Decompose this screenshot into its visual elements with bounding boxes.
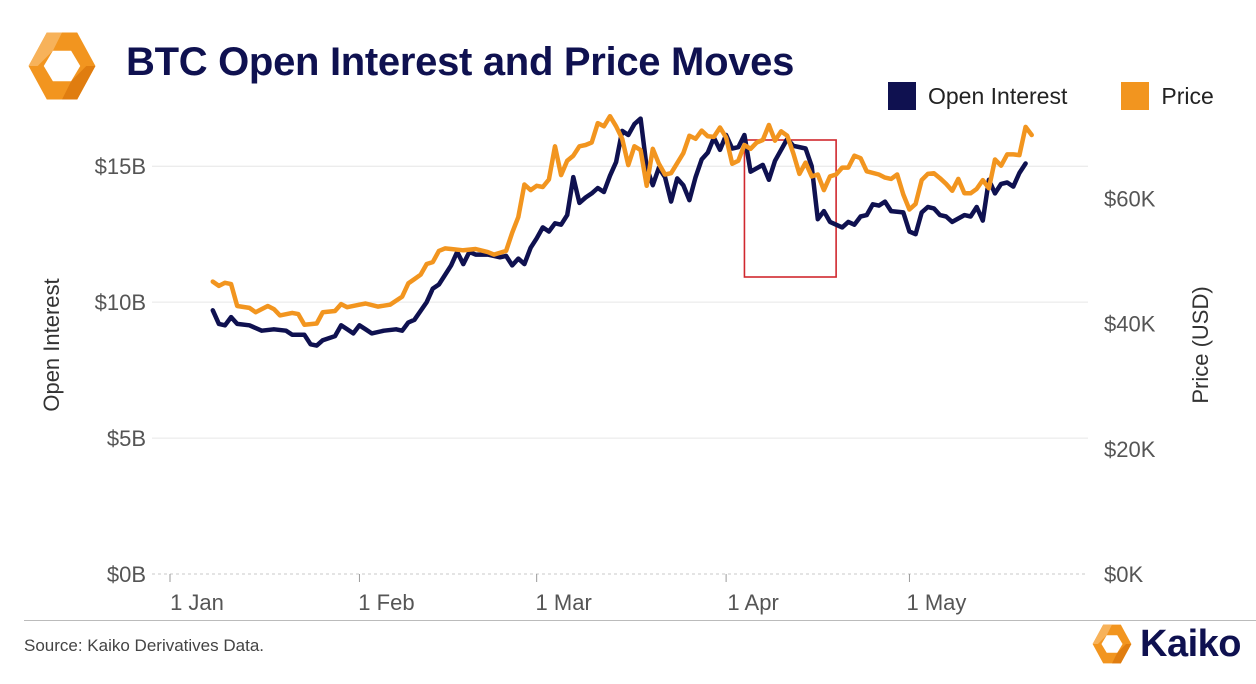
y-right-tick-label: $40K — [1104, 312, 1156, 337]
legend-swatch-price — [1121, 82, 1150, 110]
series-lines — [210, 113, 1034, 348]
y-axis-left-label: Open Interest — [39, 278, 64, 411]
footer-divider — [24, 620, 1256, 621]
x-tick-label: 1 Apr — [727, 590, 778, 615]
y-left-tick-label: $0B — [107, 562, 146, 587]
kaiko-hexagon-icon — [1092, 624, 1132, 664]
y-left-tick-label: $5B — [107, 426, 146, 451]
highlight-box-layer — [743, 139, 837, 278]
y-left-tick-label: $15B — [95, 154, 146, 179]
axes: $0B $5B $10B $15B $0K $20K $40K $60K 1 Jan 1 Feb 1… — [95, 154, 1156, 615]
y-right-tick-label: $0K — [1104, 562, 1143, 587]
kaiko-hexagon-icon — [28, 32, 96, 100]
series-line-open-interest — [210, 116, 1028, 348]
legend-item-price: Price — [1121, 82, 1214, 110]
chart-legend: Open Interest Price — [888, 82, 1214, 110]
y-right-tick-label: $60K — [1104, 186, 1156, 211]
y-right-tick-label: $20K — [1104, 437, 1156, 462]
x-tick-label: 1 May — [906, 590, 966, 615]
legend-item-open-interest: Open Interest — [888, 82, 1067, 110]
y-axis-right-label: Price (USD) — [1188, 286, 1213, 403]
series-line-price — [210, 113, 1034, 328]
legend-label-open-interest: Open Interest — [928, 82, 1068, 109]
x-tick-label: 1 Jan — [170, 590, 224, 615]
legend-swatch-open-interest — [888, 82, 916, 110]
legend-label-price: Price — [1161, 82, 1214, 109]
x-tick-label: 1 Mar — [536, 590, 592, 615]
highlight-box — [743, 139, 837, 278]
chart-title: BTC Open Interest and Price Moves — [126, 40, 795, 84]
x-tick-label: 1 Feb — [358, 590, 414, 615]
brand-logo: Kaiko — [1090, 622, 1241, 666]
y-left-tick-label: $10B — [95, 290, 146, 315]
line-chart: $0B $5B $10B $15B $0K $20K $40K $60K 1 Jan 1 Feb 1… — [39, 113, 1213, 615]
brand-name: Kaiko — [1140, 622, 1241, 665]
source-note: Source: Kaiko Derivatives Data. — [24, 636, 264, 655]
grid-lines — [152, 165, 1088, 439]
